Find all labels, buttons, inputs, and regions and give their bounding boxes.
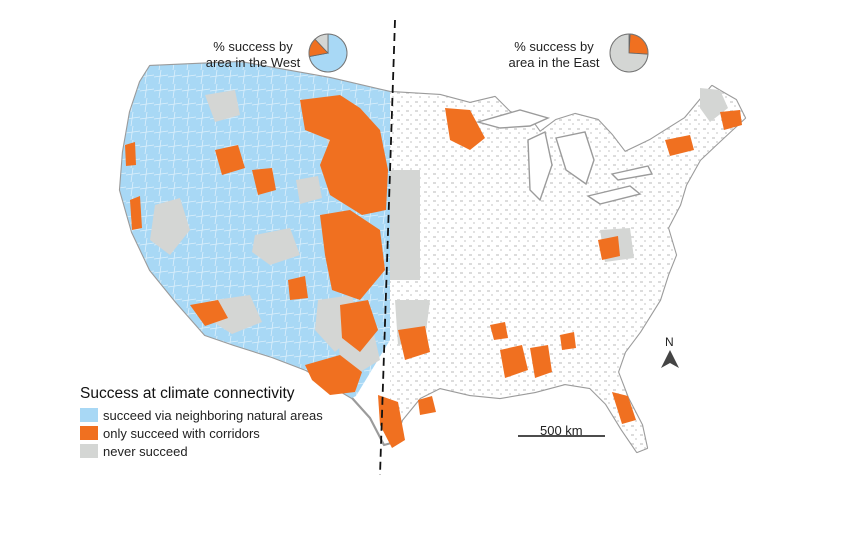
pie-outline-west: [308, 33, 348, 73]
pie-label-west: % success by area in the West: [198, 39, 308, 71]
pie-chart-west: [308, 33, 348, 73]
west-east-divider: [379, 19, 396, 476]
legend-swatch-natural: [80, 408, 98, 422]
legend-swatch-never: [80, 444, 98, 458]
north-label: N: [665, 335, 674, 349]
great-lakes: [475, 109, 654, 205]
legend-label-natural: succeed via neighboring natural areas: [103, 407, 323, 423]
legend-swatch-corridors: [80, 426, 98, 440]
north-arrow-icon: [661, 350, 679, 368]
legend-label-never: never succeed: [103, 443, 188, 459]
pie-label-west-line1: % success by: [213, 39, 293, 54]
pie-chart-east: [609, 33, 649, 73]
pie-label-east: % success by area in the East: [498, 39, 610, 71]
pie-label-east-line1: % success by: [514, 39, 594, 54]
legend: Success at climate connectivity succeed …: [80, 385, 323, 460]
pie-label-east-line2: area in the East: [508, 55, 600, 70]
corridor-patches: [125, 95, 742, 448]
legend-title: Success at climate connectivity: [80, 385, 295, 402]
pie-label-west-line2: area in the West: [205, 55, 301, 70]
legend-item-natural: succeed via neighboring natural areas: [80, 406, 323, 424]
legend-item-never: never succeed: [80, 442, 323, 460]
scale-bar-label: 500 km: [540, 423, 583, 438]
pie-outline-east: [609, 33, 649, 73]
legend-label-corridors: only succeed with corridors: [103, 425, 260, 441]
legend-item-corridors: only succeed with corridors: [80, 424, 323, 442]
